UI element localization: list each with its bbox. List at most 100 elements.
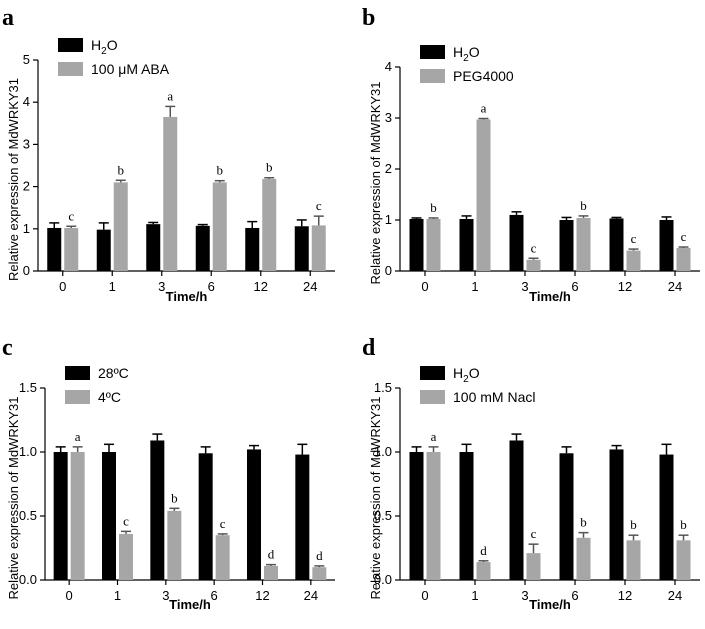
- x-tick-label: 0: [59, 279, 66, 294]
- bar-treatment: [264, 565, 278, 580]
- significance-letter: b: [580, 198, 587, 213]
- significance-letter: c: [123, 513, 129, 528]
- legend-label: 100 mM Nacl: [453, 389, 535, 405]
- y-tick-label: 1.0: [19, 444, 37, 459]
- x-axis-title: Time/h: [529, 597, 571, 612]
- significance-letter: c: [531, 526, 537, 541]
- significance-letter: c: [531, 240, 537, 255]
- x-tick-label: 3: [521, 279, 528, 294]
- bar-control: [509, 440, 524, 580]
- legend-swatch: [420, 390, 445, 404]
- bar-control: [409, 452, 424, 580]
- legend-swatch: [420, 366, 445, 380]
- x-tick-label: 24: [668, 279, 682, 294]
- legend-label: 4ºC: [98, 389, 121, 405]
- bar-control: [609, 449, 624, 580]
- bar-control: [295, 454, 310, 580]
- y-tick-label: 2: [23, 179, 30, 194]
- bar-control: [146, 224, 161, 271]
- bar-control: [559, 453, 574, 580]
- x-tick-label: 1: [471, 588, 478, 603]
- x-tick-label: 24: [304, 588, 318, 603]
- bar-control: [509, 214, 524, 271]
- bar-treatment: [526, 259, 541, 271]
- x-axis-title: Time/h: [169, 597, 211, 612]
- legend-label: 100 μM ABA: [91, 61, 170, 77]
- bar-treatment: [163, 116, 178, 271]
- x-tick-label: 0: [421, 588, 428, 603]
- y-axis-title: Relative expression of MdWRKY31: [368, 81, 383, 284]
- y-axis-title: Relative expression of MdWRKY31: [368, 396, 383, 599]
- bar-control: [247, 449, 261, 580]
- x-tick-label: 6: [211, 588, 218, 603]
- x-tick-label: 1: [109, 279, 116, 294]
- x-axis-title: Time/h: [166, 289, 208, 304]
- x-tick-label: 24: [668, 588, 682, 603]
- significance-letter: b: [630, 517, 637, 532]
- bar-treatment: [119, 533, 133, 580]
- x-axis-title: Time/h: [529, 289, 571, 304]
- x-tick-label: 12: [618, 279, 632, 294]
- y-tick-label: 0.0: [374, 572, 392, 587]
- y-tick-label: 3: [23, 136, 30, 151]
- x-tick-label: 3: [521, 588, 528, 603]
- y-tick-label: 1: [385, 212, 392, 227]
- bar-treatment: [312, 567, 327, 580]
- bar-treatment: [476, 119, 491, 271]
- bar-control: [609, 218, 624, 271]
- y-tick-label: 3: [385, 110, 392, 125]
- bar-treatment: [311, 225, 326, 271]
- y-tick-label: 5: [23, 52, 30, 67]
- y-tick-label: 0: [385, 263, 392, 278]
- bar-treatment: [576, 217, 591, 271]
- panel-letter: a: [2, 5, 14, 31]
- y-tick-label: 0.5: [374, 508, 392, 523]
- legend-swatch: [58, 62, 83, 76]
- x-tick-label: 12: [618, 588, 632, 603]
- legend-label: 28ºC: [98, 365, 129, 381]
- bar-treatment: [426, 452, 441, 580]
- x-tick-label: 3: [162, 588, 169, 603]
- bar-control: [294, 226, 309, 271]
- legend-label: H2O: [453, 365, 480, 385]
- y-tick-label: 4: [23, 94, 30, 109]
- bar-treatment: [262, 179, 277, 271]
- bar-treatment: [70, 452, 85, 580]
- significance-letter: b: [430, 200, 437, 215]
- x-tick-label: 12: [255, 588, 269, 603]
- legend-swatch: [58, 38, 83, 52]
- x-tick-label: 3: [158, 279, 165, 294]
- significance-letter: b: [217, 163, 224, 178]
- y-tick-label: 0: [23, 263, 30, 278]
- x-tick-label: 6: [571, 279, 578, 294]
- significance-letter: b: [680, 517, 687, 532]
- x-tick-label: 1: [114, 588, 121, 603]
- bar-treatment: [476, 562, 491, 580]
- bar-treatment: [426, 218, 441, 271]
- significance-letter: d: [268, 547, 275, 562]
- significance-letter: b: [171, 490, 178, 505]
- legend-swatch: [65, 390, 90, 404]
- bar-control: [198, 453, 213, 580]
- bar-treatment: [526, 553, 541, 580]
- x-tick-label: 24: [303, 279, 317, 294]
- bar-control: [409, 218, 424, 271]
- bar-treatment: [676, 248, 691, 271]
- bar-control: [659, 454, 674, 580]
- bar-treatment: [215, 535, 230, 580]
- panel-letter: b: [362, 5, 375, 31]
- bar-control: [102, 452, 116, 580]
- bar-control: [559, 220, 574, 271]
- y-tick-label: 0.5: [19, 508, 37, 523]
- significance-letter: b: [580, 515, 587, 530]
- y-tick-label: 1.0: [374, 444, 392, 459]
- bar-control: [96, 229, 111, 271]
- bar-control: [53, 452, 68, 580]
- y-tick-label: 0.0: [19, 572, 37, 587]
- significance-letter: c: [681, 229, 687, 244]
- bar-treatment: [626, 540, 641, 580]
- y-tick-label: 2: [385, 161, 392, 176]
